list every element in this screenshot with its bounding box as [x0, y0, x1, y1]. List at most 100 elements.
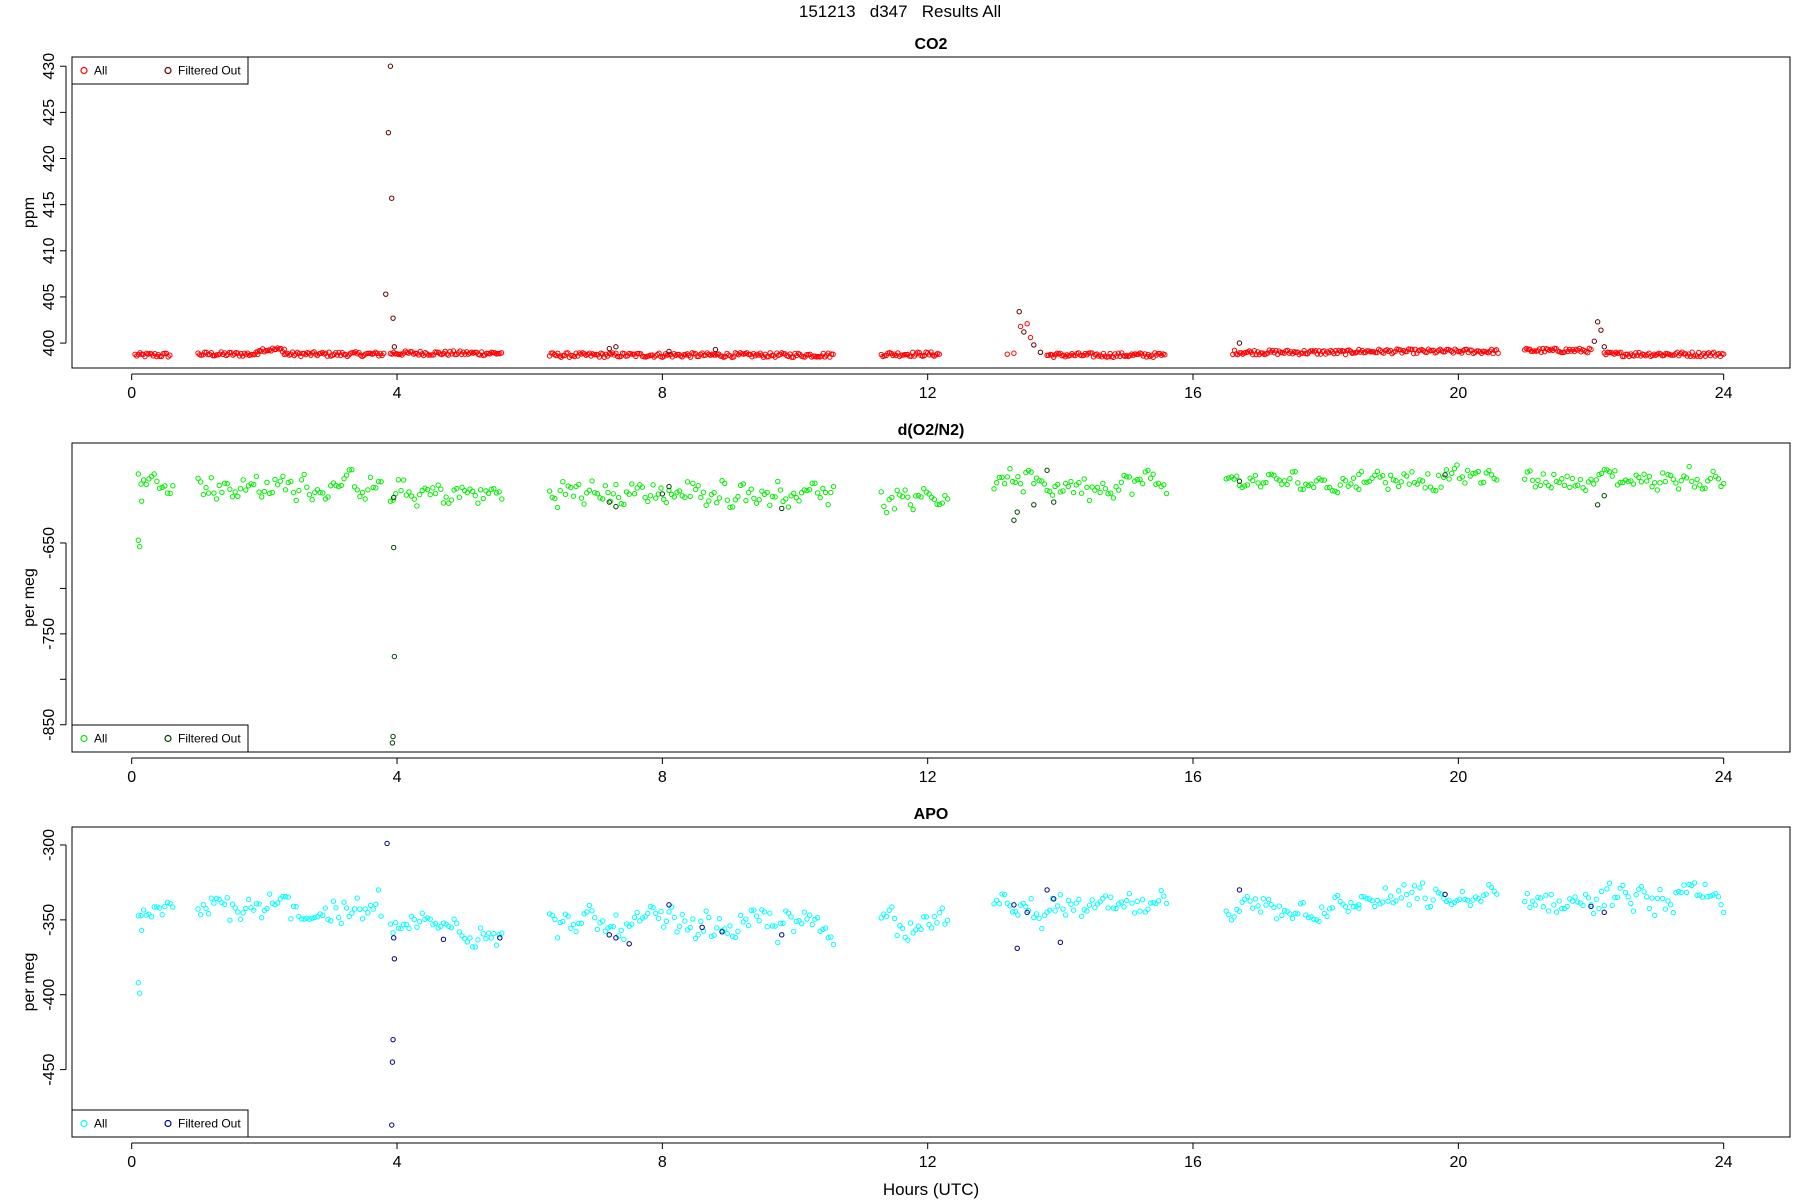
data-point-all: [674, 929, 680, 935]
data-point-all: [1054, 903, 1061, 909]
data-point-all: [1326, 484, 1333, 491]
data-point-all: [1236, 908, 1243, 915]
data-point-all: [256, 489, 262, 495]
data-point-all: [706, 498, 712, 504]
data-point-all: [1718, 901, 1724, 908]
data-point-all: [195, 475, 201, 481]
data-point-all: [790, 490, 797, 497]
data-point-all: [1710, 468, 1716, 475]
data-point-all: [1585, 895, 1592, 901]
data-point-all: [282, 893, 289, 900]
data-point-all: [1027, 334, 1034, 341]
data-point-all: [1105, 491, 1111, 497]
data-point-all: [248, 481, 254, 487]
data-point-all: [1334, 489, 1341, 496]
data-point-all: [327, 918, 334, 924]
data-point-all: [1105, 905, 1111, 911]
data-point-all: [251, 907, 257, 913]
data-point-all: [939, 905, 945, 911]
data-point-all: [459, 933, 465, 939]
data-point-all: [822, 489, 829, 496]
y-tick-label: -750: [41, 618, 58, 650]
data-point-all: [1147, 900, 1154, 906]
data-point-all: [1617, 885, 1623, 891]
data-point-all: [1628, 900, 1634, 907]
data-point-all: [740, 919, 746, 925]
data-point-all: [666, 909, 672, 915]
data-point-all: [205, 490, 212, 496]
y-tick-label: -350: [41, 904, 58, 936]
data-point-all: [1377, 474, 1383, 480]
data-point-all: [1548, 891, 1554, 898]
data-point-all: [634, 909, 640, 916]
data-point-all: [1321, 477, 1328, 483]
data-point-all: [398, 487, 404, 494]
data-point-filtered: [1588, 903, 1594, 910]
data-point-all: [1139, 480, 1146, 487]
data-point-all: [1636, 886, 1642, 892]
data-point-all: [406, 489, 412, 495]
data-point-all: [285, 479, 291, 486]
data-point-all: [306, 916, 313, 922]
data-point-all: [613, 481, 619, 488]
data-point-all: [1057, 891, 1064, 898]
data-point-filtered: [1236, 478, 1243, 484]
data-point-all: [1001, 891, 1008, 898]
data-point-filtered: [626, 941, 632, 947]
data-point-all: [1052, 908, 1058, 914]
data-point-all: [1683, 475, 1690, 481]
legend-marker: [164, 66, 172, 75]
data-point-all: [440, 920, 447, 926]
data-points: [135, 840, 1727, 1128]
data-point-all: [253, 900, 260, 907]
data-point-all: [477, 487, 484, 493]
data-point-all: [1012, 908, 1018, 915]
data-point-all: [1409, 469, 1415, 475]
data-point-all: [416, 491, 423, 498]
data-point-all: [312, 489, 318, 496]
data-point-all: [451, 916, 457, 922]
data-point-all: [1720, 480, 1727, 487]
data-point-all: [151, 471, 157, 477]
x-tick-label: 4: [393, 1154, 402, 1171]
data-point-all: [1551, 471, 1557, 478]
data-point-all: [1532, 902, 1538, 908]
data-point-all: [304, 915, 310, 921]
data-point-all: [327, 483, 334, 489]
data-point-all: [1662, 351, 1669, 357]
data-point-all: [1521, 899, 1528, 905]
y-tick-label: -400: [41, 979, 58, 1011]
data-point-all: [296, 487, 302, 494]
data-point-all: [570, 921, 577, 928]
data-point-filtered: [779, 505, 785, 512]
data-point-all: [495, 350, 501, 357]
data-point-all: [1084, 484, 1090, 490]
data-point-all: [578, 920, 585, 926]
data-point-all: [317, 489, 323, 496]
data-point-all: [1556, 479, 1562, 486]
data-point-filtered: [1594, 319, 1601, 325]
data-point-all: [403, 492, 410, 498]
data-point-all: [1244, 893, 1251, 900]
x-tick-label: 0: [127, 385, 136, 402]
data-point-all: [602, 928, 609, 934]
data-point-all: [1419, 880, 1426, 886]
data-point-all: [1713, 890, 1719, 897]
data-point-all: [467, 935, 473, 941]
data-point-all: [615, 494, 622, 501]
data-point-all: [1527, 468, 1533, 474]
data-point-all: [1337, 898, 1343, 905]
data-point-all: [1646, 905, 1653, 912]
data-point-all: [1543, 892, 1549, 898]
data-point-all: [1078, 913, 1085, 919]
data-point-all: [1387, 472, 1394, 479]
data-point-all: [1438, 484, 1444, 490]
data-point-all: [1313, 917, 1320, 923]
data-point-all: [1031, 914, 1037, 921]
data-point-all: [1683, 889, 1690, 896]
data-point-all: [907, 920, 914, 926]
data-point-all: [703, 502, 709, 508]
x-tick-label: 24: [1715, 769, 1733, 786]
data-point-filtered: [1601, 344, 1607, 350]
data-point-all: [1118, 899, 1125, 905]
